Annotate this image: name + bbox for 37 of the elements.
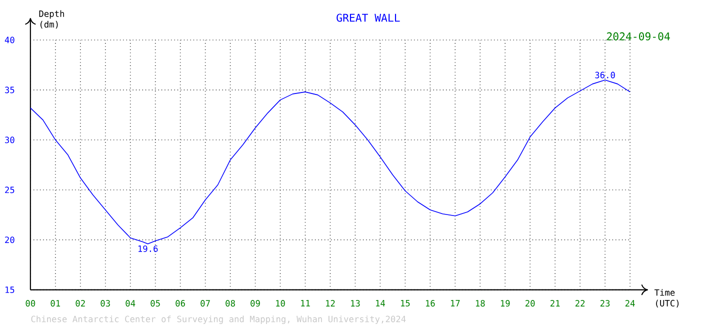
- x-tick-label: 01: [50, 300, 60, 307]
- x-tick-label: 19: [500, 300, 510, 307]
- x-tick-label: 10: [276, 300, 285, 307]
- y-tick-label: 20: [5, 236, 14, 244]
- x-tick-label: 20: [526, 300, 535, 307]
- y-tick-label: 15: [6, 286, 14, 294]
- x-tick-label: 15: [401, 300, 410, 307]
- x-tick-label: 11: [301, 300, 310, 306]
- annotation: 36.0: [595, 72, 615, 78]
- x-tick-label: 16: [426, 300, 435, 307]
- x-tick-label: 02: [76, 300, 85, 307]
- x-tick-label: 23: [600, 300, 610, 307]
- y-axis-title: Depth (dm): [39, 10, 64, 29]
- x-tick-label: 03: [100, 300, 110, 307]
- x-axis-title: Time (UTC): [654, 289, 679, 308]
- x-tick-label: 07: [200, 300, 210, 307]
- y-tick-label: 30: [5, 136, 14, 144]
- x-tick-label: 06: [176, 300, 185, 307]
- x-tick-label: 09: [250, 300, 260, 307]
- x-tick-label: 00: [26, 300, 36, 307]
- y-tick-label: 35: [5, 86, 14, 94]
- x-tick-label: 12: [326, 300, 335, 307]
- x-tick-label: 08: [226, 300, 235, 307]
- annotation: 19.6: [138, 246, 158, 252]
- x-tick-label: 24: [625, 300, 635, 307]
- y-tick-label: 25: [5, 186, 14, 194]
- x-tick-label: 18: [476, 300, 485, 307]
- x-tick-label: 22: [576, 300, 585, 307]
- y-tick-label: 40: [4, 36, 14, 44]
- x-tick-label: 14: [376, 300, 385, 306]
- x-tick-label: 05: [150, 300, 160, 307]
- x-tick-label: 21: [550, 300, 560, 307]
- chart-subtitle: 2024-09-04: [607, 32, 670, 40]
- x-tick-label: 17: [450, 300, 460, 306]
- chart-title: GREAT WALL: [336, 14, 400, 22]
- x-tick-label: 13: [351, 300, 360, 307]
- x-tick-label: 04: [126, 300, 136, 307]
